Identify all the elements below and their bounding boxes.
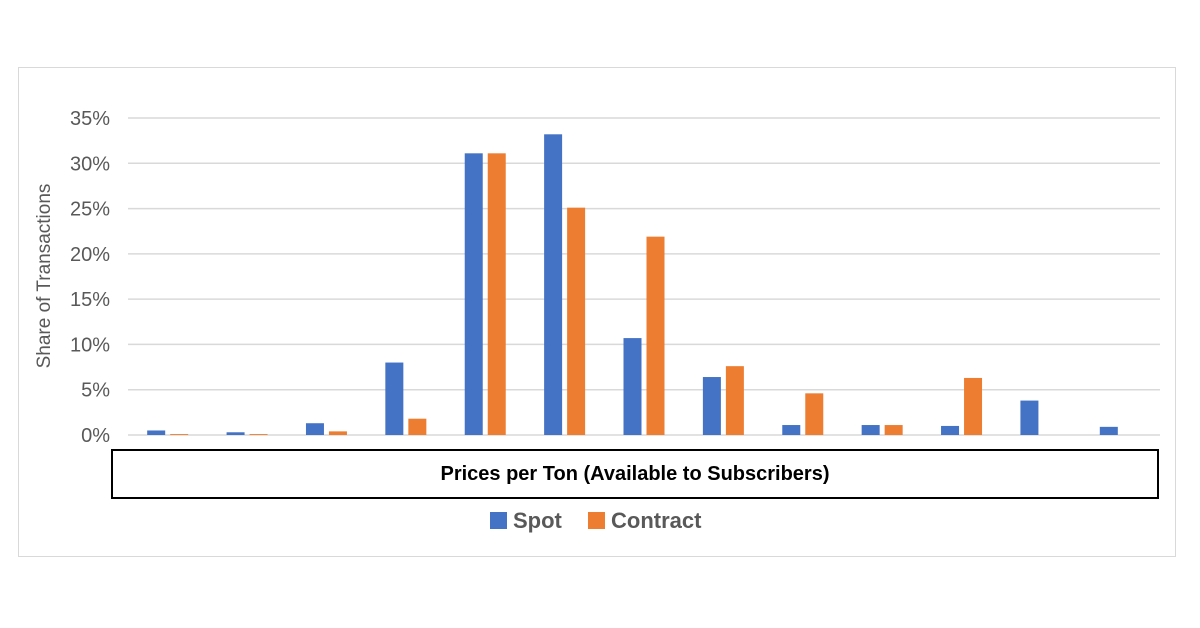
bar-spot <box>464 153 483 435</box>
bar-contract <box>725 366 744 435</box>
y-tick-label: 25% <box>70 199 110 221</box>
bar-spot <box>623 338 642 435</box>
bar-spot <box>385 362 404 435</box>
bar-contract <box>328 431 347 435</box>
y-tick-label: 5% <box>81 380 110 402</box>
bar-contract <box>249 434 268 435</box>
bar-contract <box>567 207 586 435</box>
gridlines <box>128 117 1160 436</box>
bar-spot <box>1099 426 1118 435</box>
legend-swatch-contract <box>588 512 605 529</box>
bar-spot <box>544 134 563 435</box>
y-tick-label: 0% <box>81 425 110 447</box>
y-tick-label: 35% <box>70 108 110 130</box>
bar-contract <box>408 418 427 435</box>
x-axis-title: Prices per Ton (Available to Subscribers… <box>440 462 830 485</box>
bar-contract <box>170 434 189 435</box>
bar-spot <box>782 425 801 435</box>
legend-label-spot: Spot <box>513 508 563 533</box>
y-tick-label: 20% <box>70 244 110 266</box>
bars <box>147 134 1118 435</box>
y-tick-label: 30% <box>70 153 110 175</box>
bar-spot <box>702 377 721 435</box>
bar-contract <box>487 153 506 435</box>
bar-contract <box>646 236 665 435</box>
bar-spot <box>147 430 166 435</box>
bar-contract <box>884 425 903 435</box>
bar-contract <box>805 393 824 435</box>
bar-spot <box>941 425 960 435</box>
y-tick-label: 15% <box>70 289 110 311</box>
y-axis-title: Share of Transactions <box>34 184 55 369</box>
x-axis-title-box: Prices per Ton (Available to Subscribers… <box>111 449 1159 499</box>
bar-spot <box>226 432 245 435</box>
bar-spot <box>861 425 880 435</box>
legend-label-contract: Contract <box>611 508 702 533</box>
bar-contract <box>964 377 983 435</box>
legend: Spot Contract <box>490 508 702 533</box>
y-tick-label: 10% <box>70 334 110 356</box>
y-axis-ticks: 0% 5% 10% 15% 20% 25% 30% 35% <box>70 108 110 447</box>
legend-swatch-spot <box>490 512 507 529</box>
bar-spot <box>305 423 324 435</box>
bar-spot <box>1020 400 1039 435</box>
